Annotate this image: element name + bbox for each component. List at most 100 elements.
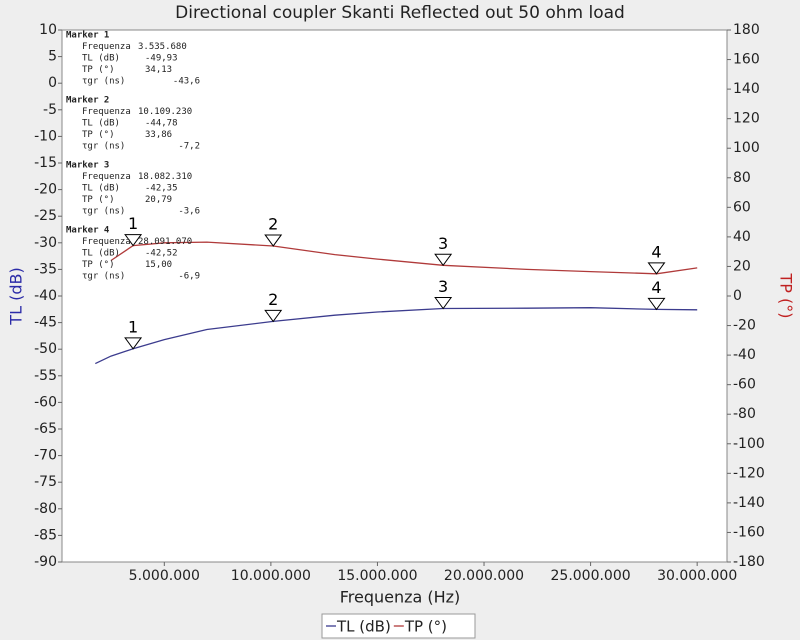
y2-tick-label: 0	[733, 288, 742, 304]
x-tick-label: 20.000.000	[444, 568, 524, 584]
y2-tick-label: 20	[733, 258, 751, 274]
y2-tick-label: -140	[733, 495, 765, 511]
x-tick-label: 5.000.000	[129, 568, 200, 584]
y-tick-label: -70	[34, 448, 57, 464]
y-axis-label: TL (dB)	[7, 267, 26, 325]
marker-triangle	[434, 297, 453, 310]
marker-field: TL (dB)	[82, 184, 120, 194]
marker-field: τgr (ns)	[82, 77, 125, 87]
marker-number: 3	[438, 234, 448, 253]
y2-tick-label: 160	[733, 52, 760, 68]
marker-number: 1	[128, 317, 138, 336]
marker-title: Marker 4	[66, 226, 110, 236]
y2-tick-label: -80	[733, 406, 756, 422]
y2-tick-label: 120	[733, 111, 760, 127]
y-tick-label: -10	[34, 128, 57, 144]
marker-value: -44,78	[145, 119, 178, 129]
marker-value: 28.091.070	[138, 237, 192, 247]
marker-triangle	[124, 337, 143, 350]
marker-number: 1	[128, 214, 138, 233]
y-tick-label: -60	[34, 394, 57, 410]
y-tick-label: -50	[34, 341, 57, 357]
y-tick-label: -30	[34, 235, 57, 251]
marker-number: 4	[651, 242, 661, 261]
marker-value: -6,9	[178, 272, 200, 282]
marker-field: TP (°)	[82, 260, 115, 270]
marker-value: -49,93	[145, 54, 178, 64]
marker-triangle	[264, 309, 283, 323]
marker-field: Frequenza	[82, 237, 131, 247]
marker-value: -42,35	[145, 184, 178, 194]
marker-field: Frequenza	[82, 172, 131, 182]
x-tick-label: 10.000.000	[231, 568, 311, 584]
marker-field: Frequenza	[82, 107, 131, 117]
marker-title: Marker 2	[66, 96, 109, 106]
chart-title: Directional coupler Skanti Reflected out…	[175, 3, 625, 23]
marker-triangle	[264, 234, 283, 247]
marker-field: Frequenza	[82, 42, 131, 52]
marker-field: TP (°)	[82, 130, 115, 140]
marker-value: 33,86	[145, 130, 172, 140]
marker-number: 3	[438, 277, 448, 296]
marker-field: τgr (ns)	[82, 207, 125, 217]
y2-tick-label: -60	[733, 377, 756, 393]
x-tick-label: 25.000.000	[551, 568, 631, 584]
y-tick-label: -35	[34, 261, 57, 277]
y2-tick-label: -180	[733, 554, 765, 570]
marker-title: Marker 3	[66, 161, 109, 171]
marker-triangle	[647, 297, 666, 311]
marker-number: 2	[268, 290, 278, 309]
marker-value: 10.109.230	[138, 107, 192, 117]
marker-field: TL (dB)	[82, 54, 120, 64]
y-tick-label: -65	[34, 421, 57, 437]
y2-tick-label: 80	[733, 170, 751, 186]
y-tick-label: -20	[34, 182, 57, 198]
marker-triangle	[434, 253, 453, 267]
y2-tick-label: 140	[733, 81, 760, 97]
marker-value: -7,2	[178, 142, 200, 152]
marker-value: 3.535.680	[138, 42, 187, 52]
legend-label: TP (°)	[404, 618, 447, 636]
x-axis-label: Frequenza (Hz)	[340, 588, 461, 607]
y-tick-label: -75	[34, 474, 57, 490]
marker-field: TP (°)	[82, 65, 115, 75]
y2-tick-label: -20	[733, 318, 756, 334]
marker-value: 18.082.310	[138, 172, 192, 182]
y2-axis-label: TP (°)	[777, 273, 796, 319]
y-tick-label: -25	[34, 208, 57, 224]
y-tick-label: -55	[34, 368, 57, 384]
y2-tick-label: -160	[733, 524, 765, 540]
y-tick-label: -5	[43, 102, 57, 118]
y2-tick-label: 180	[733, 22, 760, 38]
y2-tick-label: 40	[733, 229, 751, 245]
marker-field: τgr (ns)	[82, 272, 125, 282]
y2-tick-label: -40	[733, 347, 756, 363]
x-tick-label: 15.000.000	[337, 568, 417, 584]
marker-value: 15,00	[145, 260, 172, 270]
y2-tick-label: -120	[733, 465, 765, 481]
marker-title: Marker 1	[66, 31, 109, 41]
legend-label: TL (dB)	[336, 618, 391, 636]
marker-number: 2	[268, 214, 278, 233]
y-tick-label: 5	[48, 49, 57, 65]
marker-value: 20,79	[145, 195, 172, 205]
y-tick-label: -85	[34, 527, 57, 543]
marker-value: -43,6	[173, 77, 200, 87]
y-tick-label: -40	[34, 288, 57, 304]
marker-field: TL (dB)	[82, 119, 120, 129]
x-tick-label: 30.000.000	[657, 568, 737, 584]
marker-field: τgr (ns)	[82, 142, 125, 152]
y2-tick-label: -100	[733, 436, 765, 452]
y-tick-label: -45	[34, 315, 57, 331]
y-tick-label: 0	[48, 75, 57, 91]
marker-value: 34,13	[145, 65, 172, 75]
marker-number: 4	[651, 278, 661, 297]
marker-value: -3,6	[178, 207, 200, 217]
y2-tick-label: 60	[733, 199, 751, 215]
marker-triangle	[124, 234, 143, 247]
y-tick-label: -15	[34, 155, 57, 171]
plot-area	[61, 29, 728, 563]
marker-field: TP (°)	[82, 195, 115, 205]
y2-tick-label: 100	[733, 140, 760, 156]
